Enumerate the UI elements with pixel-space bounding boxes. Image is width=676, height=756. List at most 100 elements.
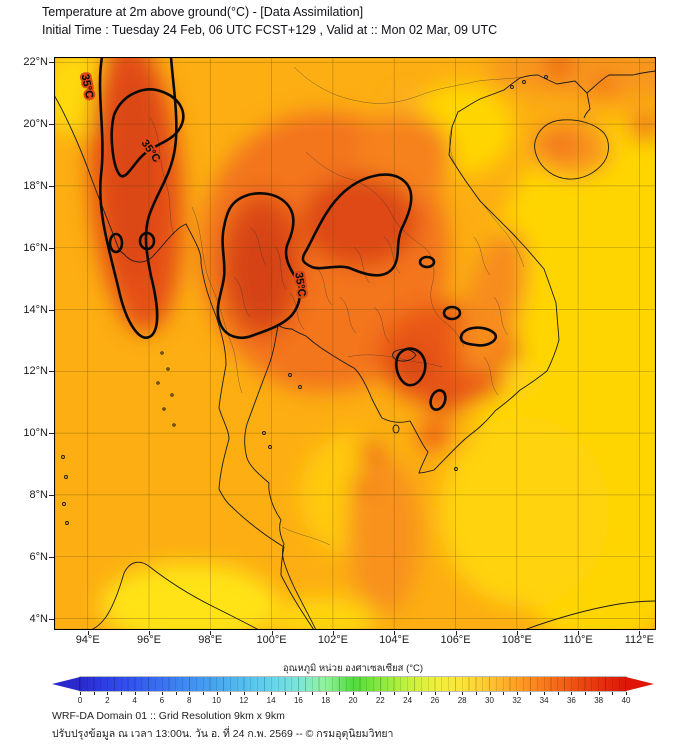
colorbar-minor-tick: [298, 692, 300, 695]
colorbar-tick-label: 6: [159, 696, 165, 705]
colorbar-minor-tick: [393, 692, 395, 695]
colorbar-minor-tick: [557, 692, 559, 695]
colorbar-minor-tick: [161, 692, 163, 695]
colorbar-tick-label: 24: [403, 696, 413, 705]
colorbar-tick-label: 34: [539, 696, 549, 705]
colorbar-tick-label: 12: [239, 696, 249, 705]
lon-tick-label: 98°E: [198, 634, 223, 646]
colorbar-minor-tick: [503, 692, 505, 695]
colorbar-minor-tick: [571, 692, 573, 695]
lon-tick: [149, 631, 150, 635]
colorbar-minor-tick: [462, 692, 464, 695]
colorbar-tick-label: 40: [621, 696, 631, 705]
colorbar-minor-tick: [216, 692, 218, 695]
colorbar-minor-tick: [434, 692, 436, 695]
lat-tick-label: 6°N: [29, 550, 48, 563]
lat-tick-label: 10°N: [23, 427, 48, 440]
colorbar-minor-tick: [257, 692, 259, 695]
lon-tick: [332, 631, 334, 635]
lat-tick-label: 16°N: [23, 241, 48, 254]
coastlines: [54, 70, 656, 630]
colorbar-minor-tick: [421, 692, 423, 695]
colorbar-tick-label: 10: [212, 696, 221, 705]
colorbar-minor-tick: [271, 692, 273, 695]
colorbar-minor-tick: [489, 692, 491, 695]
colorbar-tick-label: 18: [321, 696, 331, 705]
colorbar-minor-tick: [120, 692, 122, 695]
lon-tick-label: 110°E: [563, 634, 593, 646]
lon-tick-label: 96°E: [137, 634, 161, 646]
colorbar-minor-tick: [516, 692, 518, 695]
colorbar-minor-tick: [230, 692, 232, 695]
colorbar-minor-tick: [243, 692, 245, 695]
colorbar-extend-max-arrow: [626, 677, 654, 691]
lat-tick: [49, 247, 54, 249]
lat-tick: [49, 62, 54, 64]
colorbar-minor-tick: [366, 692, 368, 695]
colorbar-cell-separators: [80, 677, 626, 691]
lat-tick-label: 8°N: [29, 488, 48, 501]
lat-tick: [49, 556, 54, 558]
colorbar-minor-tick: [612, 692, 614, 695]
temperature-contours: [98, 57, 498, 411]
map-border: [54, 57, 656, 630]
lat-tick: [49, 185, 54, 187]
lat-tick: [49, 309, 54, 311]
colorbar-minor-tick: [380, 692, 382, 695]
footer-update-info: ปรับปรุงข้อมูล ณ เวลา 13:00น. วัน อ. ที่…: [52, 728, 394, 740]
colorbar-minor-tick: [80, 692, 81, 695]
lat-tick: [49, 494, 54, 496]
lat-tick-label: 14°N: [23, 303, 48, 316]
colorbar-minor-tick: [202, 692, 204, 695]
colorbar-label: อุณหภูมิ หน่วย องศาเซลเซียส (°C): [282, 663, 424, 674]
page-subtitle: Initial Time : Tuesday 24 Feb, 06 UTC FC…: [42, 23, 498, 37]
colorbar-minor-tick: [530, 692, 532, 695]
colorbar-tick-label: 16: [293, 696, 303, 705]
colorbar-tick-label: 20: [348, 696, 358, 705]
map-canvas: 35°C 35°C 35°C: [54, 57, 656, 630]
colorbar-tick-label: 14: [266, 696, 276, 705]
colorbar-minor-tick: [626, 692, 627, 695]
lon-tick-label: 102°E: [317, 634, 348, 646]
colorbar-tick-label: 4: [132, 696, 137, 705]
lon-tick-label: 106°E: [440, 634, 471, 646]
footer-domain-info: WRF-DA Domain 01 :: Grid Resolution 9km …: [52, 710, 285, 722]
colorbar-gradient: [80, 677, 626, 691]
colorbar-minor-tick: [325, 692, 327, 695]
lon-tick: [87, 631, 89, 635]
colorbar-minor-tick: [448, 692, 450, 695]
colorbar-minor-tick: [284, 692, 286, 695]
lat-tick-label: 20°N: [23, 118, 48, 131]
lon-tick: [210, 631, 212, 635]
colorbar-tick-label: 38: [594, 696, 604, 705]
lat-tick-label: 4°N: [29, 612, 48, 625]
lat-tick: [49, 371, 54, 373]
lon-tick-label: 100°E: [256, 634, 287, 646]
lat-tick: [49, 618, 54, 620]
contour-label: 35°C: [292, 272, 307, 298]
page-title: Temperature at 2m above ground(°C) - [Da…: [42, 5, 364, 19]
colorbar-tick-label: 36: [566, 696, 576, 705]
lat-tick: [49, 124, 54, 126]
colorbar-minor-tick: [93, 692, 95, 695]
colorbar-extend-min-arrow: [52, 677, 80, 691]
lon-tick: [455, 631, 457, 635]
colorbar-tick-label: 32: [512, 696, 522, 705]
lon-tick: [578, 631, 580, 635]
lon-tick: [394, 631, 396, 635]
colorbar-tick-label: 8: [186, 696, 192, 705]
colorbar-minor-tick: [312, 692, 314, 695]
colorbar-minor-tick: [134, 692, 136, 695]
lat-tick-label: 12°N: [23, 365, 48, 378]
colorbar-tick-label: 28: [457, 696, 467, 705]
colorbar-minor-tick: [598, 692, 600, 695]
colorbar-minor-tick: [148, 692, 150, 695]
colorbar-tick-label: 2: [105, 696, 110, 705]
colorbar-minor-tick: [544, 692, 546, 695]
admin-boundaries: [149, 66, 525, 546]
colorbar-minor-tick: [107, 692, 109, 695]
lat-tick: [49, 433, 54, 435]
colorbar-minor-tick: [585, 692, 587, 695]
colorbar-minor-tick: [475, 692, 477, 695]
lon-tick-label: 108°E: [501, 634, 532, 646]
